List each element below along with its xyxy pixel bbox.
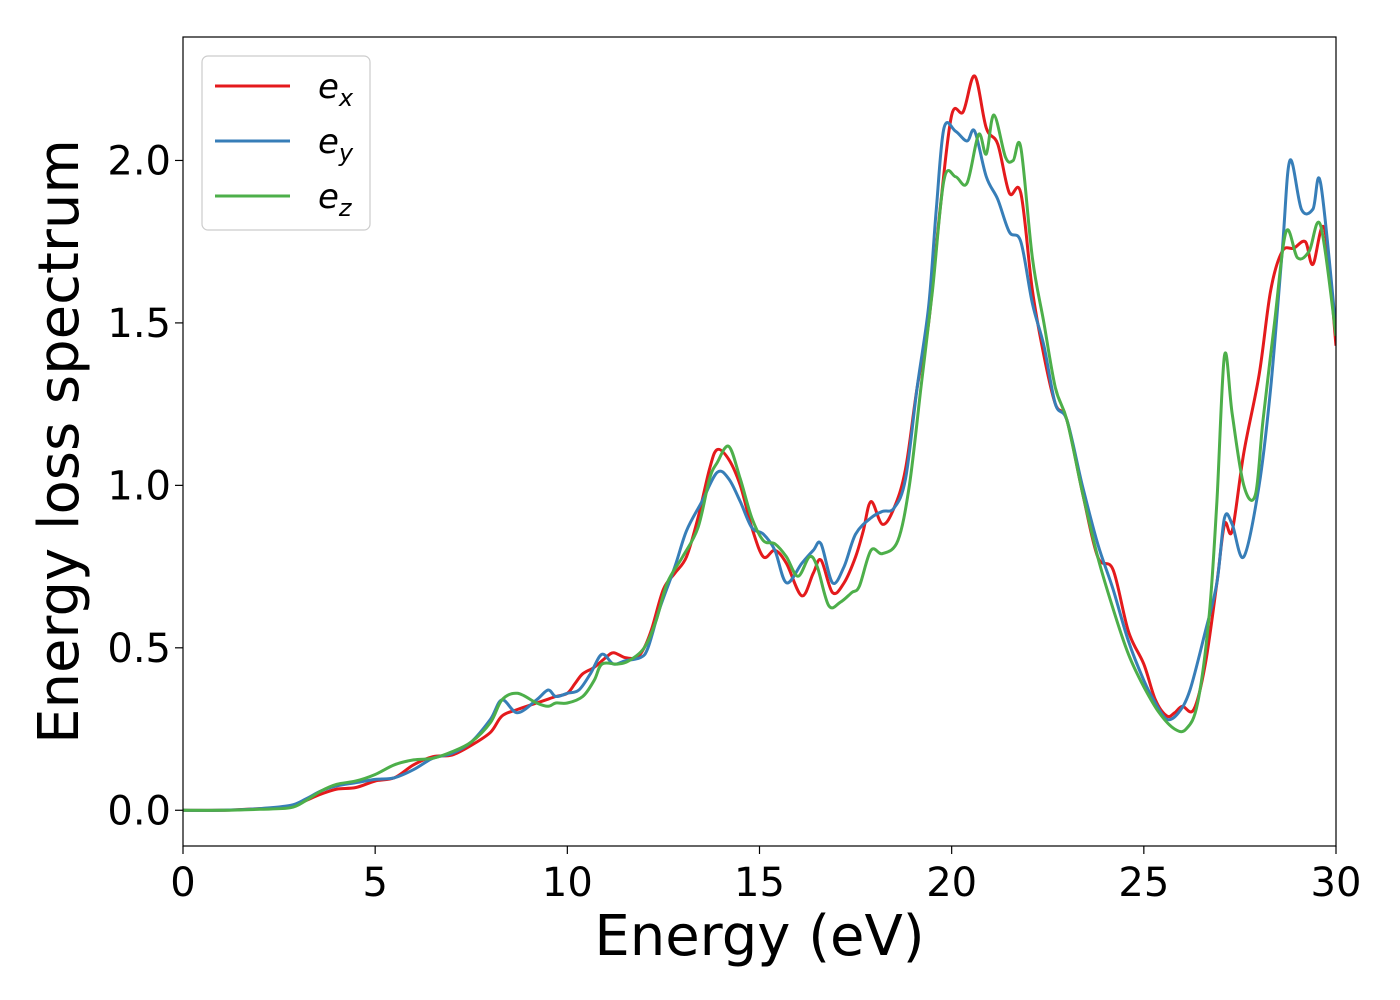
x-tick-label: 30 [1311,860,1362,906]
y-axis-ticks: 0.0 0.5 1.0 1.5 2.0 [107,138,183,834]
legend-subscript: x [338,84,354,112]
legend-subscript: y [338,139,354,167]
x-axis-ticks: 0 5 10 15 20 25 30 [170,846,1361,906]
y-tick-label: 1.0 [107,463,171,509]
series-line-ez [183,113,1336,812]
x-tick-label: 15 [734,860,785,906]
x-tick-label: 5 [362,860,387,906]
y-tick-label: 1.5 [107,301,171,347]
x-tick-label: 20 [926,860,977,906]
x-tick-label: 25 [1118,860,1169,906]
legend-label-ey: ey [318,122,354,167]
series-layer [183,74,1336,812]
x-tick-label: 0 [170,860,195,906]
y-axis-title: Energy loss spectrum [27,139,92,744]
legend-box [201,55,371,231]
y-tick-label: 0.5 [107,626,171,672]
y-tick-label: 2.0 [107,138,171,184]
legend-label-ex: ex [318,67,354,112]
y-tick-label: 0.0 [107,788,171,834]
x-axis-title: Energy (eV) [594,904,924,969]
legend-subscript: z [338,194,353,222]
x-tick-label: 10 [542,860,593,906]
